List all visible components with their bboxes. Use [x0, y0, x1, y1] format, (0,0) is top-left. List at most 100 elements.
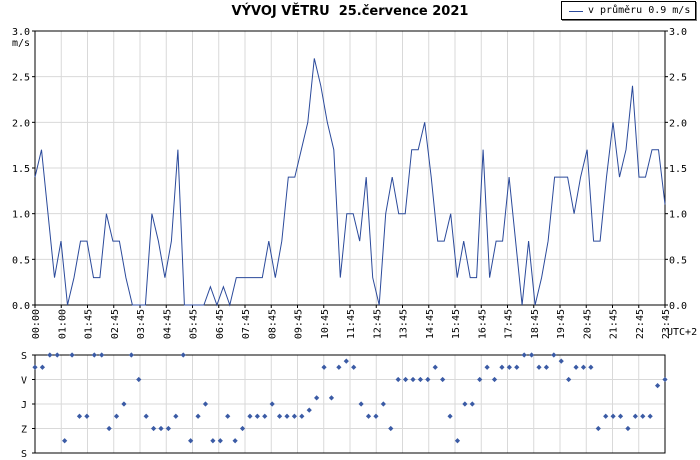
- direction-point: [202, 401, 209, 407]
- wind-direction-series: [32, 352, 668, 444]
- direction-point: [536, 364, 542, 370]
- direction-point: [617, 413, 624, 419]
- direction-point: [262, 413, 268, 419]
- direction-point: [121, 401, 127, 407]
- direction-point: [610, 413, 616, 419]
- direction-point: [640, 413, 646, 419]
- direction-point: [521, 352, 527, 358]
- x-tick-label: 10:45: [320, 309, 331, 339]
- x-tick-label: 00:00: [31, 309, 42, 339]
- direction-point: [210, 438, 216, 444]
- direction-point: [180, 352, 186, 358]
- x-tick-label: 01:00: [57, 309, 68, 339]
- y-tick-label-right: 1.0: [669, 210, 687, 221]
- direction-point: [462, 401, 468, 407]
- x-tick-label: 19:45: [556, 309, 567, 339]
- x-tick-label: 21:45: [609, 309, 620, 339]
- direction-point: [343, 358, 349, 364]
- direction-point: [314, 395, 320, 401]
- x-tick-label: 13:45: [399, 309, 410, 339]
- direction-point: [425, 376, 431, 383]
- direction-point: [188, 438, 194, 444]
- direction-point: [106, 425, 112, 432]
- y-tick-label-right: 3.0: [669, 27, 687, 38]
- legend-label: v průměru 0.9 m/s: [588, 5, 691, 16]
- direction-point: [506, 364, 512, 370]
- direction-point: [566, 376, 572, 383]
- x-tick-label: 12:45: [372, 309, 383, 339]
- y-tick-label-left: 0.0: [12, 301, 30, 312]
- tick-labels: 0.0 0.0 0.5 0.5 1.0 1.0 1.5 1.5 2.0 2.0 2.5 2.5 3.0 3…: [12, 27, 697, 460]
- y-tick-label-left: 0.5: [12, 255, 30, 266]
- direction-point: [410, 376, 416, 383]
- direction-point: [91, 352, 97, 358]
- y-tick-label-right: 2.5: [669, 73, 687, 84]
- x-tick-label: 20:45: [582, 309, 593, 339]
- direction-point: [143, 413, 149, 419]
- y-tick-label-left: 2.5: [12, 73, 30, 84]
- dir-tick-label: S: [21, 449, 27, 460]
- direction-point: [284, 413, 290, 419]
- dir-tick-label: V: [21, 376, 27, 387]
- x-tick-label: 02:45: [110, 309, 121, 339]
- direction-point: [551, 352, 557, 358]
- direction-point: [491, 376, 498, 383]
- direction-point: [113, 413, 120, 419]
- direction-point: [358, 401, 364, 407]
- grid: [34, 30, 666, 454]
- x-tick-label: 18:45: [530, 309, 541, 339]
- direction-point: [417, 376, 424, 383]
- y-tick-label-right: 1.5: [669, 164, 687, 175]
- direction-point: [440, 376, 446, 383]
- x-tick-label: 23:45: [661, 309, 672, 339]
- y-tick-label-left: 3.0: [12, 27, 30, 38]
- direction-point: [32, 364, 38, 370]
- direction-point: [477, 376, 483, 383]
- direction-point: [225, 413, 231, 419]
- direction-point: [39, 364, 46, 370]
- direction-point: [595, 425, 601, 432]
- direction-point: [84, 413, 90, 419]
- direction-point: [514, 364, 520, 370]
- direction-point: [99, 352, 105, 358]
- x-tick-label: 22:45: [635, 309, 646, 339]
- direction-point: [173, 413, 179, 419]
- direction-point: [380, 401, 386, 407]
- x-tick-label: 03:45: [136, 309, 147, 339]
- direction-point: [328, 395, 335, 401]
- x-tick-label: 11:45: [346, 309, 357, 339]
- x-axis-unit: UTC+2: [667, 327, 697, 338]
- wind-speed-series: [34, 58, 666, 307]
- direction-point: [239, 425, 246, 432]
- x-tick-label: 07:45: [241, 309, 252, 339]
- direction-point: [662, 376, 668, 383]
- direction-point: [528, 352, 535, 358]
- direction-point: [603, 413, 609, 419]
- direction-point: [625, 425, 631, 432]
- direction-point: [351, 364, 357, 370]
- direction-point: [254, 413, 260, 419]
- direction-point: [269, 401, 275, 407]
- y-axis-unit: m/s: [12, 38, 30, 49]
- chart-title: VÝVOJ VĚTRU 25.července 2021: [231, 4, 469, 19]
- direction-point: [395, 376, 401, 383]
- x-tick-label: 06:45: [215, 309, 226, 339]
- direction-point: [654, 383, 661, 389]
- y-tick-label-right: 0.5: [669, 255, 687, 266]
- x-tick-label: 16:45: [477, 309, 488, 339]
- direction-point: [136, 376, 142, 383]
- direction-point: [165, 425, 172, 432]
- direction-point: [432, 364, 438, 370]
- legend: v průměru 0.9 m/s: [561, 1, 696, 20]
- direction-point: [543, 364, 550, 370]
- direction-point: [62, 438, 68, 444]
- direction-point: [447, 413, 453, 419]
- direction-point: [47, 352, 53, 358]
- direction-point: [336, 364, 342, 370]
- direction-point: [195, 413, 201, 419]
- direction-point: [365, 413, 372, 419]
- direction-point: [217, 438, 223, 444]
- wind-speed-line: [34, 58, 666, 307]
- dir-tick-label: S: [21, 351, 27, 362]
- direction-point: [580, 364, 587, 370]
